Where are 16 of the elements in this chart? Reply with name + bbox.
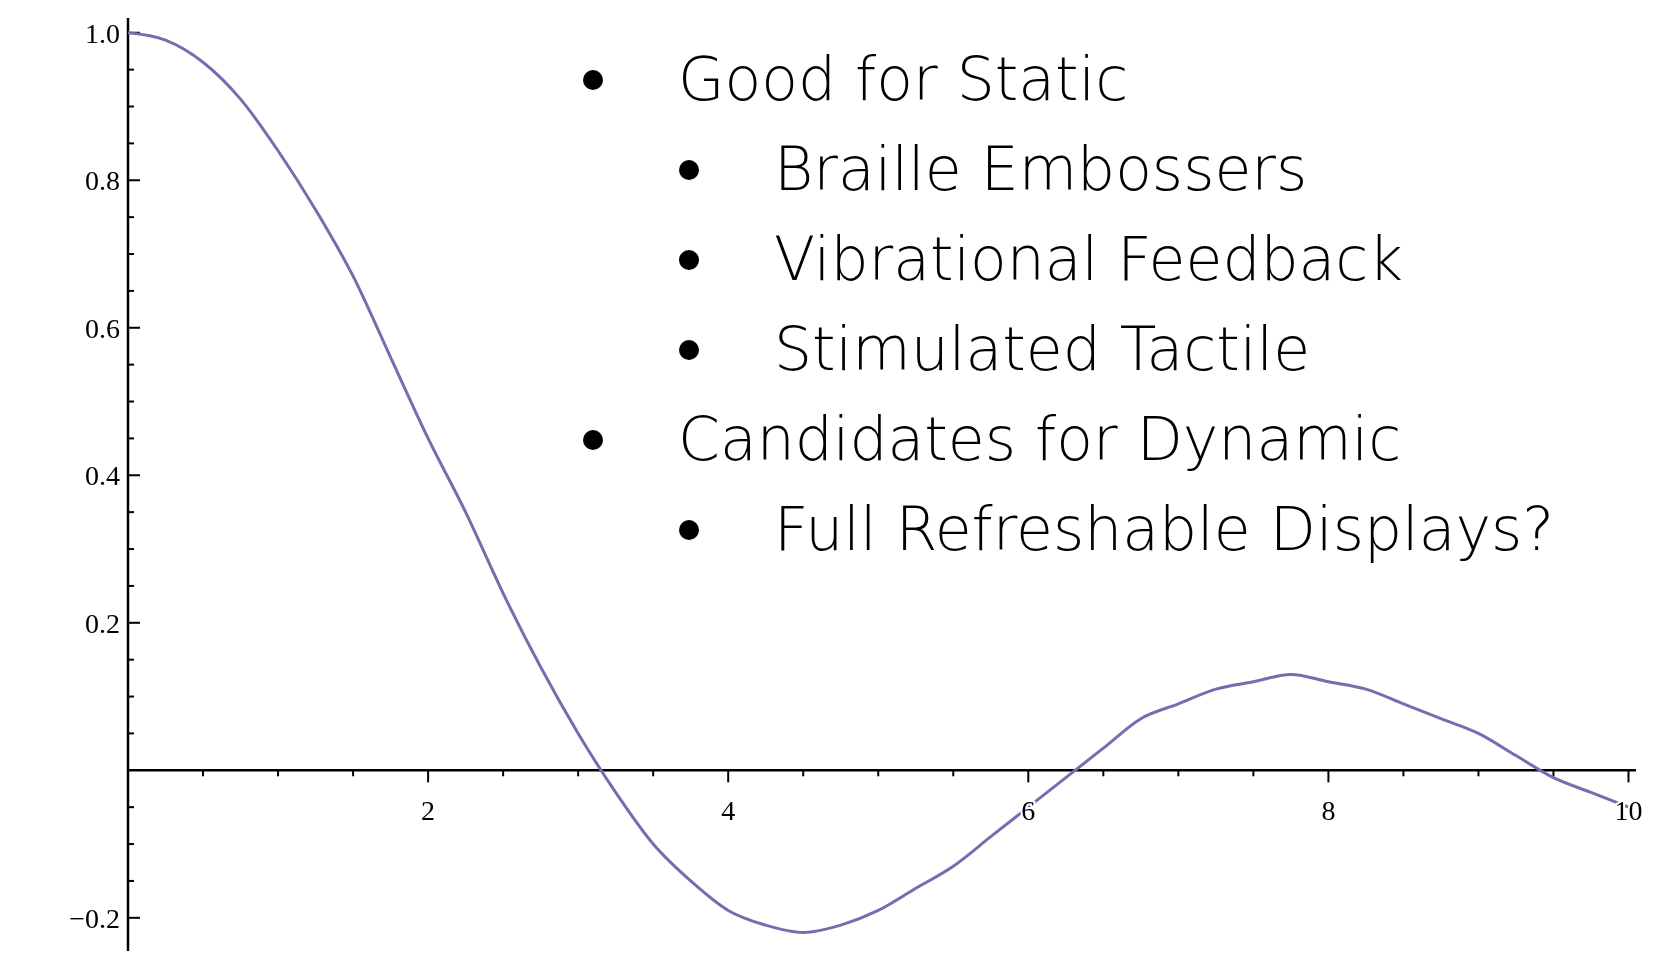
x-tick-label: 8: [1321, 795, 1336, 827]
x-tick-label: 4: [721, 795, 736, 827]
y-tick-label: 0.8: [85, 165, 120, 197]
y-tick-label: 0.4: [85, 460, 120, 492]
annotation: Full Refreshable Displays?: [774, 494, 1555, 564]
annotation: Candidates for Dynamic: [678, 404, 1402, 474]
y-tick-label: 1.0: [85, 17, 120, 49]
x-tick-label: 10: [1614, 795, 1643, 827]
annotation: Braille Embossers: [774, 134, 1308, 204]
y-tick-label: −0.2: [69, 902, 120, 934]
annotation: Good for Static: [678, 44, 1129, 114]
x-tick-label: 2: [421, 795, 436, 827]
annotation: Vibrational Feedback: [774, 224, 1404, 294]
y-tick-label: 0.6: [85, 312, 120, 344]
annotation: Stimulated Tactile: [774, 314, 1311, 384]
y-tick-label: 0.2: [85, 607, 120, 639]
